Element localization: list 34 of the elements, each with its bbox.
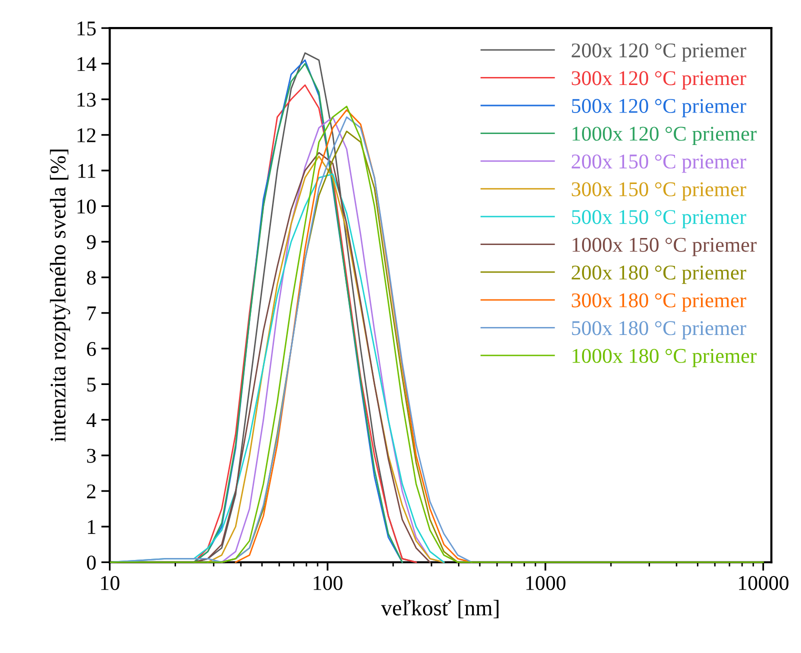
- legend-label: 300x 150 °C priemer: [572, 182, 746, 201]
- legend-label: 500x 180 °C priemer: [572, 321, 746, 340]
- legend-label: 300x 120 °C priemer: [572, 71, 746, 90]
- y-tick-label: 11: [78, 164, 96, 178]
- y-tick-label: 6: [87, 342, 96, 356]
- x-tick-label: 10000: [739, 576, 788, 590]
- y-tick-label: 13: [78, 92, 96, 107]
- y-tick-label: 2: [87, 484, 96, 498]
- legend-label: 1000x 120 °C priemer: [572, 126, 757, 145]
- y-tick-label: 1: [88, 520, 96, 534]
- legend-label: 1000x 150 °C priemer: [572, 238, 757, 256]
- y-tick-label: 0: [86, 556, 96, 570]
- x-axis-title: veľkosť [nm]: [380, 600, 498, 618]
- legend-label: 500x 120 °C priemer: [572, 98, 746, 118]
- y-tick-label: 12: [78, 128, 96, 142]
- y-tick-label: 10: [78, 200, 96, 214]
- legend-label: 500x 150 °C priemer: [572, 210, 746, 228]
- legend-label: 200x 120 °C priemer: [572, 43, 746, 62]
- legend-label: 300x 180 °C priemer: [572, 293, 746, 312]
- y-tick-label: 4: [86, 413, 96, 428]
- y-tick-label: 15: [78, 22, 96, 36]
- y-tick-label: 14: [78, 57, 96, 71]
- x-tick-label: 100: [314, 576, 342, 590]
- y-tick-label: 7: [88, 306, 96, 320]
- x-tick-label: 10: [101, 576, 120, 590]
- y-tick-label: 3: [87, 448, 96, 463]
- y-tick-label: 5: [87, 378, 96, 392]
- legend-label: 1000x 180 °C priemer: [572, 348, 757, 368]
- legend-label: 200x 150 °C priemer: [572, 154, 746, 173]
- y-axis-title: intenzita rozptyleného svetla [%]: [50, 150, 70, 442]
- x-tick-label: 1000: [526, 576, 566, 590]
- y-tick-label: 8: [86, 270, 96, 285]
- y-tick-label: 9: [86, 235, 96, 250]
- legend-label: 200x 180 °C priemer: [572, 266, 746, 284]
